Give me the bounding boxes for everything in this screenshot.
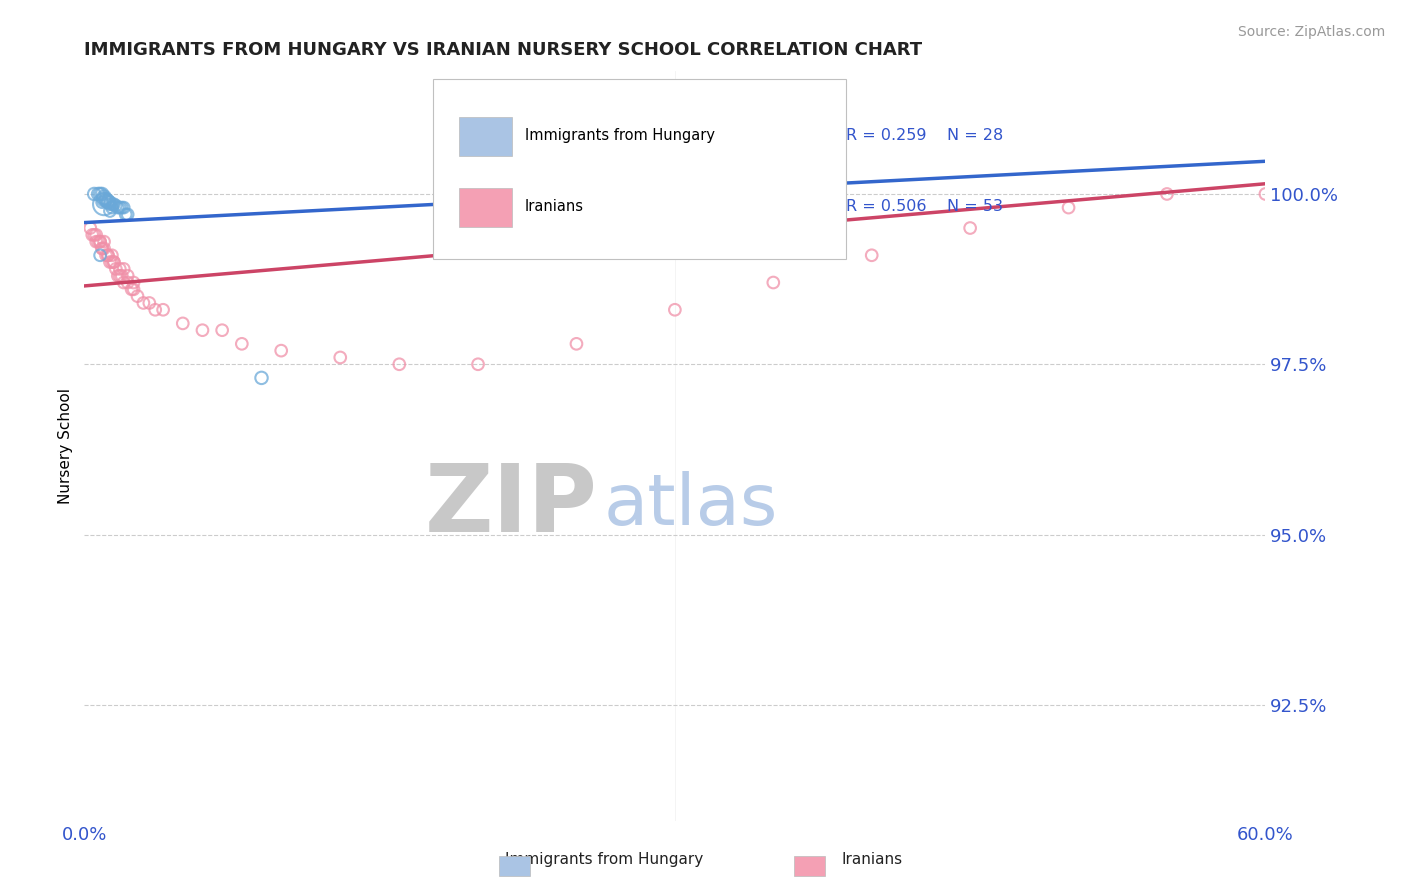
Point (117, 276, 139, 290)
Point (94, 194, 117, 208)
Point (104, 198, 127, 212)
Point (93, 242, 115, 256)
Point (122, 276, 145, 290)
Point (1156, 186, 1178, 201)
Point (89, 186, 111, 201)
Point (97, 248, 120, 262)
Point (112, 201, 135, 215)
Point (103, 255, 125, 269)
Point (108, 201, 131, 215)
Point (108, 268, 131, 283)
Point (270, 343, 292, 358)
Point (624, 190, 647, 204)
Point (111, 268, 134, 283)
Point (191, 323, 214, 337)
Point (132, 296, 155, 310)
Point (98, 197, 121, 211)
Point (98, 255, 121, 269)
Point (94, 193, 117, 207)
Point (84, 227, 107, 242)
Point (1254, 186, 1277, 201)
Point (664, 302, 686, 317)
FancyBboxPatch shape (433, 78, 846, 259)
Point (101, 255, 124, 269)
Point (101, 201, 124, 215)
Point (172, 317, 194, 331)
Point (104, 261, 127, 276)
Point (127, 289, 149, 303)
Point (89, 235, 111, 249)
Text: Immigrants from Hungary: Immigrants from Hungary (505, 852, 704, 867)
Point (89, 235, 111, 249)
Point (82, 227, 104, 242)
Point (112, 261, 135, 276)
Text: Source: ZipAtlas.com: Source: ZipAtlas.com (1237, 25, 1385, 39)
Point (84, 235, 107, 249)
Y-axis label: Nursery School: Nursery School (58, 388, 73, 504)
Point (101, 248, 124, 262)
Point (93, 197, 115, 211)
Text: atlas: atlas (605, 472, 779, 541)
Point (103, 197, 125, 211)
Point (89, 248, 111, 262)
Text: ZIP: ZIP (425, 460, 598, 552)
Point (250, 371, 273, 385)
Text: Immigrants from Hungary: Immigrants from Hungary (524, 128, 714, 143)
Text: R = 0.259    N = 28: R = 0.259 N = 28 (846, 128, 1004, 143)
Point (97, 195, 120, 210)
Point (98, 195, 121, 210)
Point (97, 248, 120, 262)
Point (108, 261, 131, 276)
Point (138, 296, 160, 310)
Point (91, 242, 114, 256)
Point (117, 268, 139, 283)
FancyBboxPatch shape (458, 188, 512, 227)
Point (565, 336, 588, 351)
Text: IMMIGRANTS FROM HUNGARY VS IRANIAN NURSERY SCHOOL CORRELATION CHART: IMMIGRANTS FROM HUNGARY VS IRANIAN NURSE… (84, 41, 922, 59)
Point (94, 248, 117, 262)
Point (122, 282, 145, 296)
Point (107, 201, 129, 215)
Point (231, 336, 253, 351)
Point (91, 242, 114, 256)
Point (762, 276, 785, 290)
Point (97, 194, 120, 208)
Point (91, 195, 114, 210)
Point (112, 276, 135, 290)
Point (959, 221, 981, 235)
Point (107, 268, 129, 283)
Point (79, 221, 101, 235)
Point (143, 302, 166, 317)
Point (83, 186, 105, 201)
Point (101, 197, 124, 211)
Point (93, 193, 115, 207)
Point (103, 255, 125, 269)
Point (388, 357, 411, 371)
Point (87, 235, 110, 249)
Point (121, 282, 143, 296)
Point (114, 207, 136, 221)
Point (93, 235, 115, 249)
FancyBboxPatch shape (458, 117, 512, 156)
Point (87, 186, 110, 201)
Point (83, 227, 105, 242)
Point (111, 201, 134, 215)
Point (91, 186, 114, 201)
Point (467, 357, 489, 371)
Point (93, 190, 115, 204)
Point (117, 207, 139, 221)
Point (1057, 201, 1080, 215)
Point (329, 351, 352, 365)
Point (152, 302, 174, 317)
Text: Iranians: Iranians (524, 199, 583, 214)
Text: Iranians: Iranians (841, 852, 903, 867)
Point (98, 204, 121, 219)
Text: R = 0.506    N = 53: R = 0.506 N = 53 (846, 199, 1002, 214)
Point (211, 323, 233, 337)
Point (860, 248, 883, 262)
